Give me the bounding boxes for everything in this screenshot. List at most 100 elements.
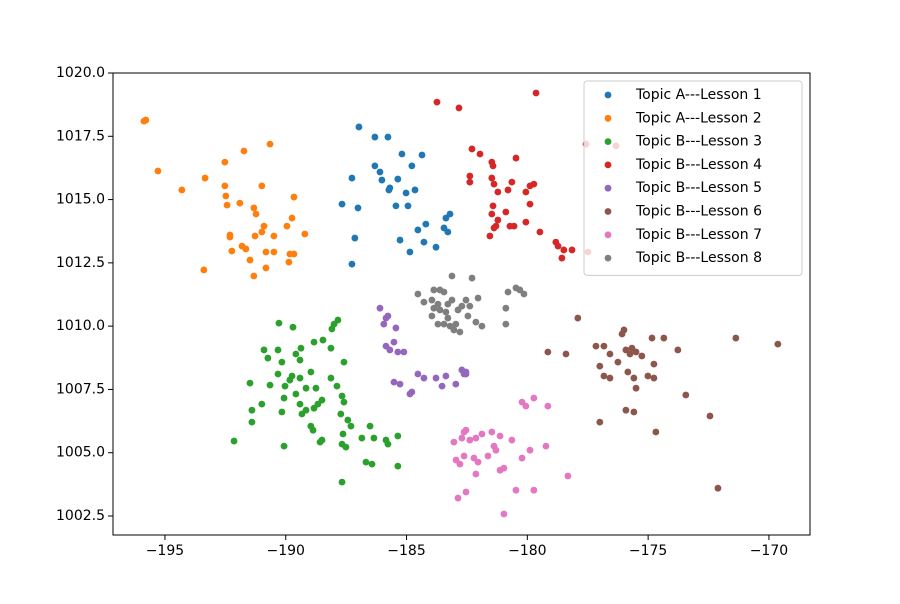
point (630, 374, 638, 382)
point (398, 150, 406, 158)
point (530, 394, 538, 402)
point (600, 342, 608, 350)
point (370, 434, 378, 442)
point (488, 174, 496, 182)
point (489, 162, 497, 170)
x-tick-label: −175 (629, 543, 667, 559)
point (442, 308, 450, 316)
y-tick-label: 1005.0 (56, 445, 105, 461)
point (452, 320, 460, 328)
legend-marker (604, 254, 612, 262)
point (442, 372, 450, 380)
point (468, 145, 476, 153)
point (221, 158, 229, 166)
point (302, 406, 310, 414)
point (242, 245, 250, 253)
point (290, 250, 298, 258)
legend-box (583, 80, 803, 276)
point (544, 402, 552, 410)
point (260, 346, 268, 354)
y-tick-label: 1002.5 (56, 508, 105, 524)
point (618, 330, 626, 338)
point (338, 478, 346, 486)
legend-label: Topic A---Lesson 2 (635, 110, 762, 126)
point (462, 488, 470, 496)
point (450, 326, 458, 334)
point (384, 133, 392, 141)
point (371, 133, 379, 141)
point (154, 167, 162, 175)
legend-marker (604, 114, 612, 122)
point (368, 460, 376, 468)
point (316, 438, 324, 446)
point (488, 210, 496, 218)
legend-marker (604, 91, 612, 99)
point (508, 436, 516, 444)
point (490, 224, 498, 232)
point (274, 370, 282, 378)
point (484, 452, 492, 460)
point (248, 418, 256, 426)
point (280, 442, 288, 450)
point (714, 484, 722, 492)
point (638, 352, 646, 360)
point (448, 272, 456, 280)
point (414, 290, 422, 298)
point (140, 117, 148, 125)
point (340, 398, 348, 406)
point (460, 452, 468, 460)
point (408, 388, 416, 396)
point (384, 312, 392, 320)
point (478, 430, 486, 438)
point (568, 246, 576, 254)
point (530, 180, 538, 188)
point (250, 204, 258, 212)
legend-marker (604, 184, 612, 192)
point (333, 382, 341, 390)
point (500, 464, 508, 472)
point (281, 382, 289, 390)
point (275, 319, 283, 327)
point (512, 154, 520, 162)
point (319, 336, 327, 344)
point (560, 246, 568, 254)
point (390, 338, 398, 346)
point (420, 298, 428, 306)
point (614, 358, 622, 366)
point (371, 162, 379, 170)
legend-label: Topic B---Lesson 8 (635, 250, 762, 266)
point (502, 320, 510, 328)
point (296, 374, 304, 382)
point (348, 174, 356, 182)
point (362, 458, 370, 466)
point (414, 370, 422, 378)
point (468, 274, 476, 282)
point (264, 354, 272, 362)
point (270, 232, 278, 240)
point (488, 428, 496, 436)
point (394, 348, 402, 356)
legend-label: Topic B---Lesson 6 (635, 204, 762, 220)
point (544, 348, 552, 356)
point (466, 178, 474, 186)
point (472, 434, 480, 442)
point (347, 422, 355, 430)
point (338, 392, 346, 400)
point (466, 436, 474, 444)
point (706, 412, 714, 420)
point (456, 460, 464, 468)
plot-frame (112, 72, 811, 536)
point (240, 147, 248, 155)
point (592, 342, 600, 350)
point (266, 140, 274, 148)
point (337, 410, 345, 418)
point (660, 334, 668, 342)
point (432, 243, 440, 251)
point (378, 176, 386, 184)
point (297, 344, 305, 352)
point (402, 189, 410, 197)
point (552, 238, 560, 246)
point (260, 222, 268, 230)
point (562, 350, 570, 358)
legend-marker (604, 208, 612, 215)
